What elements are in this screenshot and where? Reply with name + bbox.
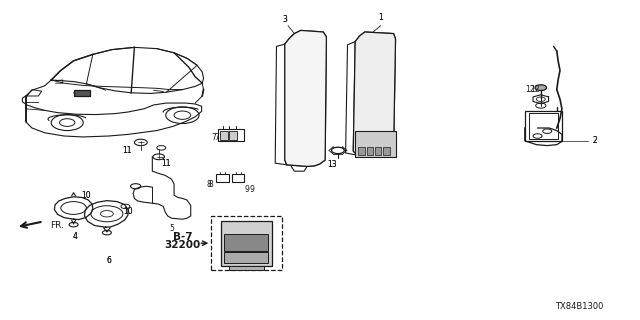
Bar (367, 147, 373, 155)
Bar (229, 131, 237, 140)
Bar (383, 147, 390, 155)
Bar (224, 234, 268, 251)
Bar (216, 174, 229, 182)
Bar (221, 221, 272, 266)
Bar (232, 174, 244, 182)
Text: 6: 6 (106, 256, 111, 265)
Text: 1: 1 (378, 13, 383, 22)
Text: B-7: B-7 (173, 232, 192, 243)
Polygon shape (353, 32, 396, 157)
Text: 13: 13 (326, 160, 337, 169)
Text: 11: 11 (162, 159, 171, 168)
Circle shape (535, 85, 547, 91)
Text: 8: 8 (209, 180, 214, 188)
Polygon shape (285, 30, 326, 166)
Text: 12: 12 (525, 85, 535, 94)
Bar (355, 131, 396, 157)
Bar (218, 129, 244, 141)
Text: 1: 1 (378, 13, 383, 22)
Text: 5: 5 (169, 224, 174, 233)
Text: 9: 9 (244, 185, 250, 194)
Text: 9: 9 (250, 185, 255, 194)
Bar (211, 216, 282, 270)
Text: 3: 3 (282, 15, 287, 24)
Bar (74, 90, 90, 96)
Text: 10: 10 (81, 191, 92, 200)
Text: 10: 10 (123, 207, 133, 216)
Text: 11: 11 (122, 146, 131, 155)
Text: 10: 10 (123, 207, 133, 216)
Text: 12: 12 (531, 85, 540, 94)
Text: 3: 3 (282, 15, 287, 24)
Text: 13: 13 (326, 160, 337, 169)
Bar (229, 266, 264, 270)
Text: 10: 10 (81, 191, 92, 200)
Text: 32200: 32200 (164, 240, 200, 250)
Bar (358, 147, 365, 155)
Text: 7: 7 (214, 133, 219, 142)
Text: 8: 8 (207, 180, 211, 188)
Text: 2: 2 (593, 136, 598, 145)
Text: 11: 11 (162, 159, 171, 168)
Bar (525, 111, 562, 141)
Bar (529, 113, 558, 139)
Bar (224, 252, 268, 263)
Text: FR.: FR. (50, 221, 64, 230)
Bar (220, 131, 228, 140)
Text: 2: 2 (593, 136, 598, 145)
Text: 7: 7 (211, 133, 216, 142)
Bar (375, 147, 381, 155)
Text: TX84B1300: TX84B1300 (555, 302, 604, 311)
Text: 4: 4 (73, 232, 78, 241)
Text: 11: 11 (122, 146, 131, 155)
Text: 6: 6 (106, 256, 111, 265)
Text: 4: 4 (73, 232, 78, 241)
